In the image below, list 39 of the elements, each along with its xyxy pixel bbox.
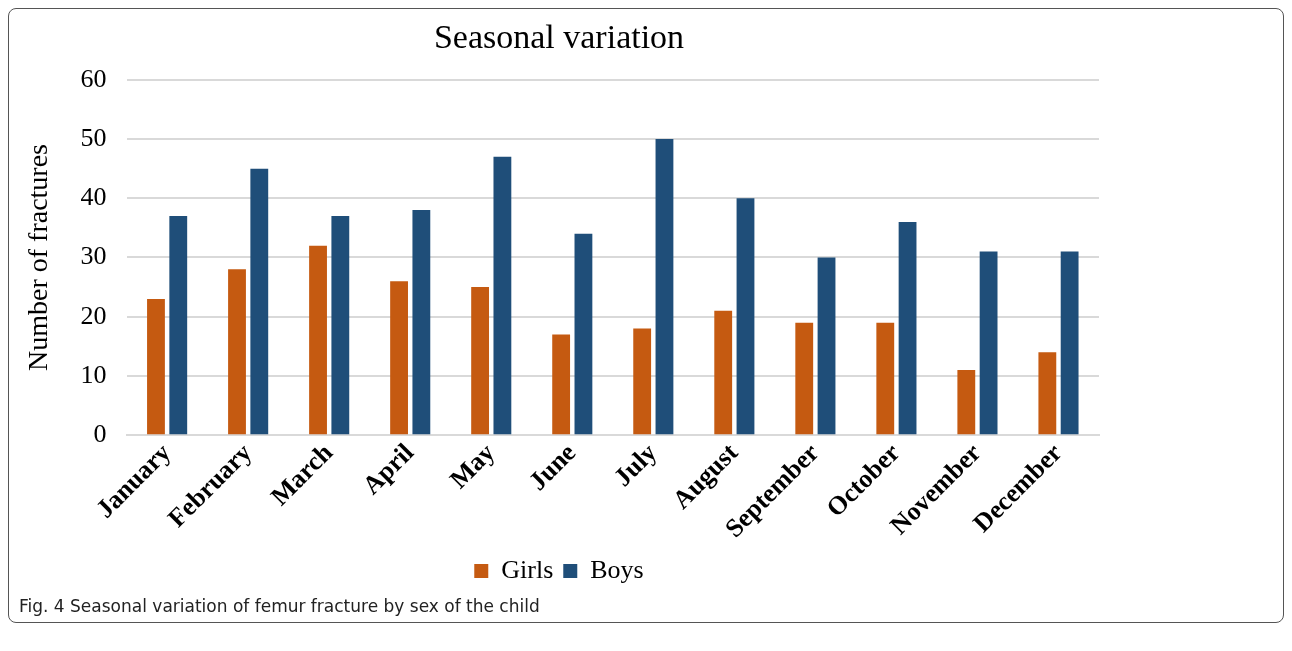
y-tick-label: 40: [80, 182, 107, 212]
bar: [736, 198, 755, 435]
bar: [493, 156, 512, 435]
y-tick-label: 0: [93, 419, 107, 449]
bar: [471, 287, 490, 435]
bar: [817, 257, 836, 435]
bar: [898, 221, 917, 435]
bar: [655, 139, 674, 435]
bar: [1060, 251, 1079, 435]
bar: [633, 328, 652, 435]
caption: Fig. 4 Seasonal variation of femur fracture by sex of the child: [18, 595, 541, 618]
bar: [552, 334, 571, 435]
x-tick-label: July: [608, 437, 663, 492]
bar: [250, 168, 269, 435]
y-tick-label: 30: [80, 241, 107, 271]
bar: [979, 251, 998, 435]
y-axis-title: Number of fractures: [22, 143, 54, 371]
bar: [169, 216, 188, 435]
bar: [228, 269, 246, 435]
bar: [331, 216, 350, 435]
x-tick-label: May: [444, 437, 501, 494]
bar: [876, 322, 895, 435]
bar: [390, 281, 408, 435]
bar: [309, 245, 327, 435]
chart-title: Seasonal variation: [433, 18, 685, 56]
bar: [412, 210, 431, 435]
y-tick-label: 20: [80, 300, 107, 330]
y-tick-label: 60: [80, 63, 107, 93]
y-tick-label: 10: [80, 359, 107, 389]
bar: [1038, 352, 1057, 435]
bar: [957, 370, 976, 435]
legend-label: Girls: [501, 554, 554, 584]
bar: [574, 233, 593, 435]
x-tick-label: June: [522, 437, 582, 497]
bar: [795, 322, 814, 435]
bar: [147, 298, 165, 435]
bar: [714, 310, 733, 435]
legend-label: Boys: [590, 554, 644, 584]
y-tick-label: 50: [80, 122, 107, 152]
